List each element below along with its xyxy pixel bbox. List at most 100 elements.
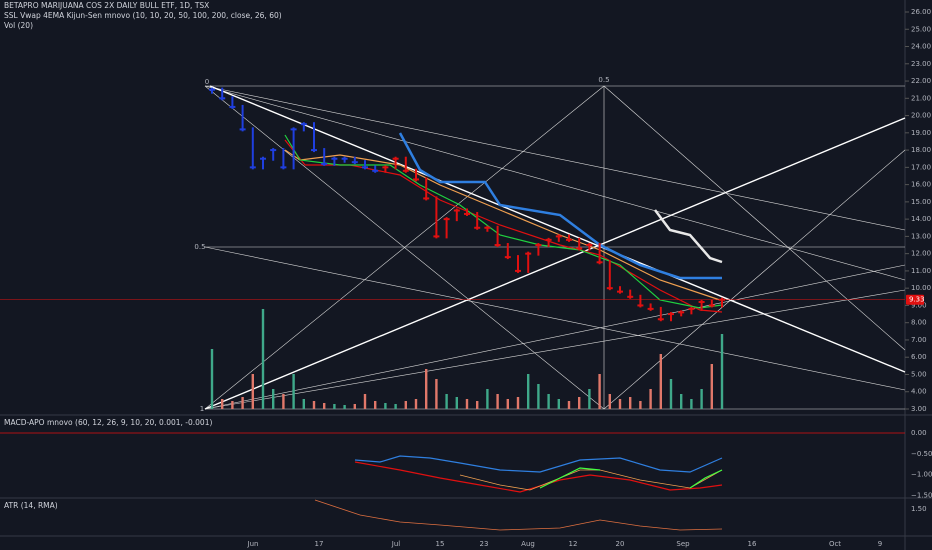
candle — [547, 237, 550, 248]
fib-label: 1 — [200, 405, 204, 413]
volume-bar — [608, 394, 611, 409]
last-price-box — [906, 294, 924, 305]
x-tick-label: Oct — [829, 540, 841, 548]
x-tick-label: Jun — [247, 540, 259, 548]
x-tick-label: 9 — [878, 540, 882, 548]
candle — [415, 168, 417, 182]
y-tick-label: 22.00 — [911, 77, 931, 85]
volume-bar — [445, 394, 448, 409]
volume-bar — [496, 394, 499, 409]
volume-bar — [629, 397, 632, 409]
candle — [598, 243, 601, 265]
candle — [568, 234, 570, 242]
candle — [374, 165, 377, 173]
volume-bar — [476, 401, 479, 409]
volume-bar — [506, 399, 509, 409]
volume-bar — [404, 401, 407, 409]
volume-bar — [690, 399, 693, 409]
candle — [323, 148, 326, 166]
x-tick-label: 20 — [616, 540, 625, 548]
volume-bar — [710, 364, 713, 409]
volume-bar — [486, 389, 489, 409]
volume-bar — [210, 349, 214, 409]
volume-bar — [394, 404, 397, 409]
y-tick-label: 10.00 — [911, 284, 931, 292]
volume-bar — [567, 401, 571, 409]
candle — [496, 225, 499, 248]
volume-bar — [618, 399, 622, 409]
fib-label: 0.5 — [194, 243, 205, 251]
x-tick-label: 23 — [480, 540, 489, 548]
y-tick-label: 9.00 — [911, 301, 927, 309]
candle — [619, 286, 621, 294]
y-tick-label: 13.00 — [911, 232, 931, 240]
y-tick-label: −1.00 — [911, 471, 932, 479]
y-tick-label: 23.00 — [911, 60, 931, 68]
volume-bar — [537, 384, 540, 409]
x-tick-label: 16 — [748, 540, 757, 548]
candle — [292, 127, 295, 170]
candle — [272, 148, 275, 161]
x-tick-label: 12 — [569, 540, 578, 548]
volume-bar — [221, 399, 224, 409]
candle — [608, 260, 611, 291]
candle — [425, 177, 428, 201]
y-tick-label: 21.00 — [911, 94, 931, 102]
title: BETAPRO MARIJUANA COS 2X DAILY BULL ETF,… — [4, 1, 209, 10]
candle — [231, 96, 234, 109]
candle — [455, 208, 458, 222]
volume-bar — [251, 374, 254, 409]
y-tick-label: 4.00 — [911, 388, 927, 396]
volume-bar — [231, 401, 234, 409]
volume-bar — [425, 369, 428, 409]
volume-bar — [312, 401, 316, 409]
candle — [282, 148, 285, 170]
candle — [302, 122, 305, 132]
volume-bar — [384, 403, 387, 409]
y-tick-label: 19.00 — [911, 129, 931, 137]
volume-bar — [547, 394, 550, 409]
volume-bar — [465, 399, 469, 409]
y-tick-label: 3.00 — [911, 405, 927, 413]
y-tick-label: −1.50 — [911, 491, 932, 499]
volume-bar — [669, 379, 673, 409]
candle — [670, 312, 672, 322]
candle — [629, 289, 632, 299]
x-tick-label: 15 — [436, 540, 445, 548]
y-tick-label: 20.00 — [911, 112, 931, 120]
volume-bar — [659, 354, 662, 409]
y-tick-label: 25.00 — [911, 25, 931, 33]
volume-bar — [700, 389, 703, 409]
y-tick-label: 24.00 — [911, 43, 931, 51]
candle — [557, 234, 560, 242]
candle — [721, 297, 723, 308]
fib-label: 0.5 — [598, 76, 609, 84]
candle — [649, 303, 652, 311]
y-tick-label: 15.00 — [911, 198, 931, 206]
y-tick-label: 7.00 — [911, 336, 927, 344]
volume-bar — [292, 374, 295, 409]
macd-title: MACD-APO mnovo (60, 12, 26, 9, 10, 20, 0… — [4, 418, 212, 427]
candle — [313, 122, 315, 153]
volume-bar — [353, 404, 356, 409]
trend-lines — [204, 85, 906, 410]
y-tick-label: 12.00 — [911, 250, 931, 258]
candle — [517, 255, 519, 273]
volume-bar — [680, 394, 683, 409]
volume-bar — [414, 399, 418, 409]
y-tick-label: 17.00 — [911, 163, 931, 171]
volume-bar — [435, 379, 438, 409]
macd-lines — [354, 455, 723, 493]
candle — [241, 104, 244, 132]
candle — [221, 87, 224, 101]
candle — [700, 299, 703, 311]
candle — [466, 208, 468, 216]
y-tick-label: 26.00 — [911, 8, 931, 16]
volume-bar — [323, 403, 326, 409]
volume-bar — [374, 401, 377, 409]
volume-bar — [241, 397, 244, 409]
y-tick-label: 8.00 — [911, 319, 927, 327]
volume-bar — [516, 397, 520, 409]
candle — [262, 156, 264, 170]
